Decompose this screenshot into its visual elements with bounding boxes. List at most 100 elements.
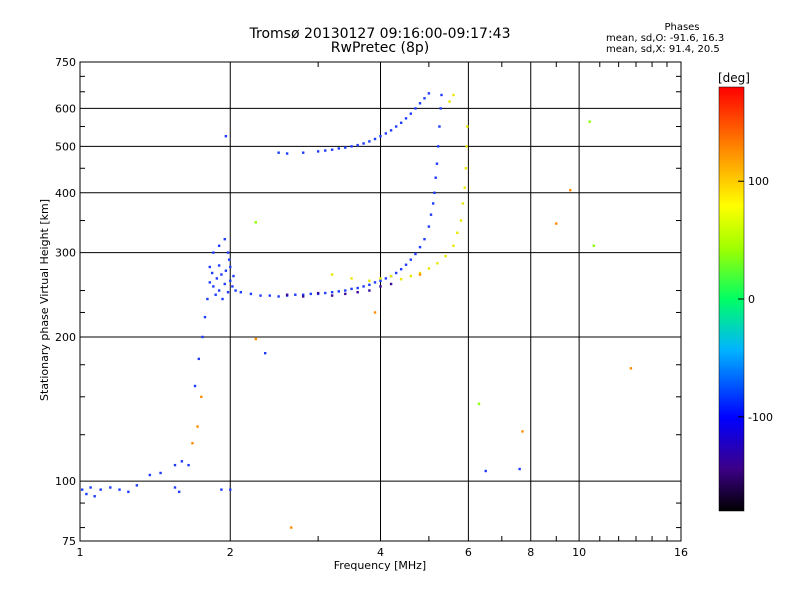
data-point [316, 150, 320, 153]
data-point [173, 486, 177, 489]
data-point [435, 162, 439, 165]
data-point [239, 291, 243, 294]
data-point [208, 281, 212, 284]
data-point [409, 112, 412, 115]
data-point [285, 293, 289, 296]
data-point [277, 295, 280, 298]
data-point [197, 357, 201, 361]
data-point [466, 125, 469, 128]
data-point [373, 311, 377, 314]
data-point [221, 297, 224, 301]
data-point [215, 277, 219, 280]
data-point [436, 262, 439, 265]
data-point [484, 469, 487, 473]
data-point [373, 281, 377, 284]
data-point [330, 273, 334, 276]
colorbar-tick-label: 100 [748, 175, 769, 188]
data-point [201, 335, 204, 339]
data-point [368, 279, 371, 282]
data-point [224, 134, 228, 138]
data-point [301, 151, 305, 154]
data-point [285, 152, 289, 155]
colorbar-unit-label: [deg] [718, 71, 750, 85]
data-point [404, 263, 408, 266]
data-point [193, 384, 197, 388]
y-axis-label: Stationary phase Virtual Height [km] [38, 199, 51, 401]
data-point [414, 252, 417, 256]
data-point [440, 93, 443, 97]
data-point [254, 221, 257, 224]
data-point [418, 273, 422, 276]
phase-x-stats: mean, sd,X: 91.4, 20.5 [606, 44, 720, 55]
data-point [456, 231, 459, 234]
data-point [226, 251, 230, 254]
data-point [368, 283, 371, 286]
data-point [368, 289, 371, 292]
data-point [337, 147, 341, 150]
data-point [463, 186, 466, 189]
data-point [330, 294, 334, 297]
data-point [277, 151, 280, 154]
data-point [434, 176, 437, 179]
data-point [259, 294, 262, 297]
x-axis-ticks: 1 2 4 6 8 10 16 [77, 62, 688, 559]
data-point [362, 142, 365, 145]
data-point [439, 107, 442, 110]
data-point [404, 117, 408, 120]
data-point [191, 442, 194, 445]
colorbar-tick-label: 0 [748, 293, 755, 306]
data-point [214, 293, 217, 296]
data-point [177, 490, 181, 494]
data-point [85, 492, 88, 496]
y-tick-label: 750 [55, 56, 76, 69]
data-point [301, 293, 305, 296]
data-point [394, 125, 398, 128]
data-point [309, 292, 312, 296]
data-point [109, 486, 112, 489]
data-point [459, 219, 463, 222]
data-point [232, 274, 235, 278]
data-point [444, 254, 447, 258]
x-tick-label: 10 [572, 546, 586, 559]
data-point [330, 291, 334, 294]
data-point [429, 213, 433, 216]
data-point [196, 425, 199, 428]
colorbar-ticks: 100 0 -100 [738, 175, 773, 424]
data-point [356, 286, 359, 290]
data-point [223, 237, 226, 241]
data-point [294, 293, 297, 296]
data-point [384, 277, 388, 280]
data-point [324, 291, 327, 295]
data-point [229, 265, 232, 269]
data-point [187, 463, 190, 467]
y-tick-label: 600 [55, 102, 76, 115]
data-point [217, 289, 221, 292]
data-point [350, 277, 353, 280]
data-point [337, 290, 341, 293]
data-point [389, 129, 393, 132]
data-point [427, 225, 431, 228]
data-point [212, 285, 215, 288]
data-point [431, 202, 435, 205]
data-point [350, 145, 353, 148]
data-point [409, 274, 412, 278]
data-point [356, 291, 359, 294]
chart-title: Tromsø 20130127 09:16:00-09:17:43 [249, 26, 511, 42]
data-point [448, 100, 451, 103]
data-point [427, 92, 431, 95]
data-point [231, 285, 234, 288]
data-point [173, 463, 177, 467]
data-point [80, 488, 84, 491]
data-point [427, 267, 431, 270]
data-point [208, 265, 212, 269]
phase-stats: Phases mean, sd,O: -91.6, 16.3 mean, sd,… [606, 22, 758, 55]
data-point [384, 132, 388, 135]
plot-frame [79, 61, 682, 542]
data-point [254, 337, 257, 341]
data-point [118, 488, 121, 491]
colorbar-tick-label: -100 [748, 411, 773, 424]
data-point [409, 258, 412, 261]
y-tick-label: 200 [55, 331, 76, 344]
data-point [223, 282, 226, 286]
data-point [433, 191, 436, 194]
